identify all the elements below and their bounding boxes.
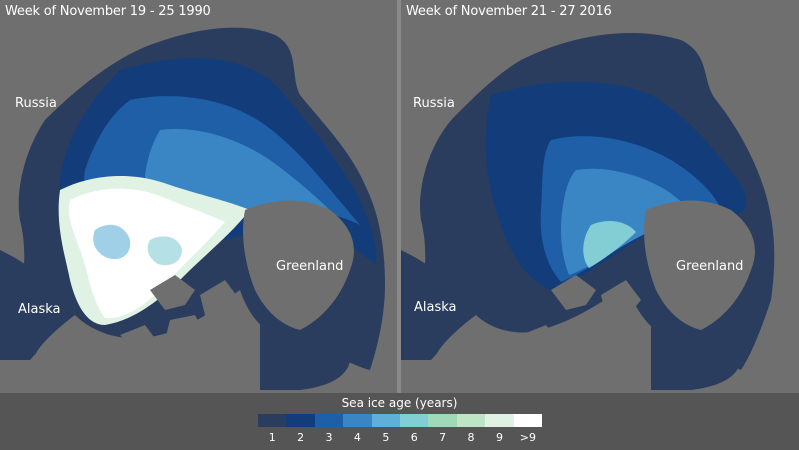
legend-swatch: [456, 414, 486, 427]
siberia-land: [0, 0, 160, 120]
panel-title-2016: Week of November 21 - 27 2016: [406, 4, 612, 19]
label-russia: Russia: [413, 96, 455, 111]
legend-label: 8: [467, 431, 475, 444]
map-panel-1990: Week of November 19 - 25 1990 Russia Gre…: [0, 0, 397, 393]
legend-label: 6: [410, 431, 418, 444]
arctic-map-1990: [0, 0, 397, 393]
legend-label: 2: [297, 431, 305, 444]
greenland-landmass: [644, 200, 755, 330]
pacific-inlet: [401, 250, 456, 360]
legend-swatch: [371, 414, 401, 427]
archipelago-islands: [120, 275, 240, 355]
map-panel-2016: Week of November 21 - 27 2016 Russia Gre…: [401, 0, 799, 393]
legend-label: 1: [268, 431, 276, 444]
legend: Sea ice age (years) 1 2 3 4 5 6 7 8 9 >9: [0, 393, 799, 450]
greenland-landmass: [243, 200, 354, 330]
scandinavia-land: [280, 0, 397, 140]
panel-title-1990: Week of November 19 - 25 1990: [5, 4, 211, 19]
archipelago-islands: [521, 275, 641, 355]
label-alaska: Alaska: [18, 302, 61, 317]
label-greenland: Greenland: [276, 259, 344, 274]
legend-swatch: [400, 414, 429, 427]
legend-swatch: [343, 414, 372, 427]
ice-texture-1: [93, 224, 131, 260]
legend-label: 9: [495, 431, 503, 444]
legend-tick-labels: 1 2 3 4 5 6 7 8 9 >9: [258, 431, 542, 444]
scandinavia-land: [681, 0, 799, 140]
legend-label: 5: [382, 431, 390, 444]
legend-label: >9: [519, 431, 536, 444]
multiyear-ice: [583, 220, 636, 268]
ice-texture-2: [147, 236, 182, 266]
panel-divider: [397, 0, 401, 393]
legend-title: Sea ice age (years): [341, 396, 458, 410]
label-alaska: Alaska: [414, 300, 457, 315]
legend-label: 7: [439, 431, 447, 444]
arctic-map-2016: [401, 0, 799, 393]
legend-swatch: [485, 414, 514, 427]
siberia-land: [401, 0, 561, 120]
legend-swatch: [286, 414, 315, 427]
legend-swatch: [258, 414, 287, 427]
legend-swatch: [314, 414, 344, 427]
oldest-ice: [68, 188, 225, 319]
legend-color-scale: [258, 414, 543, 427]
legend-swatch: [513, 414, 543, 427]
label-russia: Russia: [15, 96, 57, 111]
label-greenland: Greenland: [676, 259, 744, 274]
atlantic-inlet: [651, 300, 742, 390]
legend-swatch: [428, 414, 457, 427]
legend-label: 4: [353, 431, 361, 444]
legend-label: 3: [325, 431, 333, 444]
pacific-inlet: [0, 250, 55, 360]
